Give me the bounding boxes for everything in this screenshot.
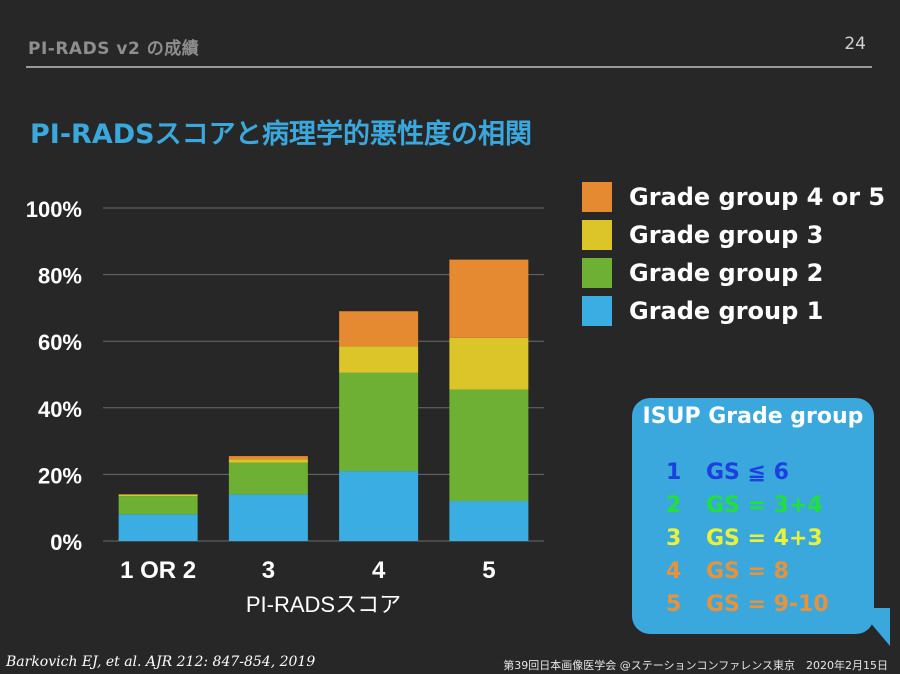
bar-segment bbox=[339, 372, 419, 472]
isup-callout-tail bbox=[858, 608, 890, 646]
footer: 第39回日本画像医学会 @ステーションコンファレンス東京 2020年2月15日 bbox=[503, 659, 888, 672]
bar-segment bbox=[339, 471, 419, 541]
y-tick-label: 20% bbox=[38, 463, 82, 488]
isup-grade-number: 3 bbox=[666, 526, 682, 551]
y-tick-label: 60% bbox=[38, 330, 82, 355]
bars bbox=[118, 259, 529, 541]
legend-item: Grade group 3 bbox=[582, 216, 885, 254]
isup-row: 2 GS = 3+4 bbox=[666, 493, 823, 518]
x-category-label: 1 OR 2 bbox=[120, 557, 196, 584]
bar-segment bbox=[228, 494, 308, 541]
bar-segment bbox=[228, 456, 308, 460]
isup-grade-number: 2 bbox=[666, 493, 682, 518]
legend-swatch bbox=[582, 182, 612, 212]
x-axis-title: PI-RADSスコア bbox=[246, 592, 401, 617]
legend-label: Grade group 2 bbox=[629, 259, 824, 287]
bar-segment bbox=[449, 389, 529, 502]
y-tick-label: 0% bbox=[50, 530, 82, 555]
y-tick-label: 40% bbox=[38, 397, 82, 422]
header-title: PI-RADS v2 の成績 bbox=[28, 39, 200, 59]
isup-callout: ISUP Grade group 1 GS ≦ 6 2 GS = 3+4 3 GS = 4… bbox=[632, 398, 874, 634]
x-category-label: 3 bbox=[262, 557, 275, 584]
x-category-label: 4 bbox=[372, 557, 386, 584]
isup-title: ISUP Grade group bbox=[642, 404, 864, 429]
isup-gleason-score: GS = 4+3 bbox=[706, 526, 823, 551]
isup-gleason-score: GS ≦ 6 bbox=[706, 460, 789, 485]
bar-segment bbox=[118, 514, 198, 541]
legend-label: Grade group 3 bbox=[629, 221, 824, 249]
citation: Barkovich EJ, et al. AJR 212: 847-854, 2… bbox=[6, 654, 316, 670]
isup-row: 3 GS = 4+3 bbox=[666, 526, 823, 551]
isup-gleason-score: GS = 3+4 bbox=[706, 493, 823, 518]
y-tick-label: 80% bbox=[38, 264, 82, 289]
isup-gleason-score: GS = 8 bbox=[706, 559, 789, 584]
bar-segment bbox=[449, 337, 529, 390]
isup-grade-number: 4 bbox=[666, 559, 682, 584]
legend-swatch bbox=[582, 258, 612, 288]
legend-label: Grade group 4 or 5 bbox=[629, 183, 886, 211]
x-category-label: 5 bbox=[482, 557, 495, 584]
isup-grade-number: 1 bbox=[666, 460, 682, 485]
page-number: 24 bbox=[844, 34, 866, 54]
y-tick-label: 100% bbox=[26, 197, 82, 222]
isup-row: 4 GS = 8 bbox=[666, 559, 789, 584]
isup-row: 1 GS ≦ 6 bbox=[666, 460, 789, 485]
axis-labels: 0% 20% 40% 60% 80% 100% 1 OR 2 3 4 5 PI-RADSスコア bbox=[26, 197, 496, 617]
header-divider bbox=[26, 66, 872, 68]
bar-segment bbox=[449, 259, 529, 338]
bar-segment bbox=[228, 459, 308, 463]
legend: Grade group 4 or 5 Grade group 3 Grade gro… bbox=[582, 178, 885, 330]
bar-segment bbox=[118, 496, 198, 515]
legend-item: Grade group 4 or 5 bbox=[582, 178, 885, 216]
bar-segment bbox=[339, 346, 419, 373]
isup-grade-number: 5 bbox=[666, 592, 682, 617]
bar-segment bbox=[449, 501, 529, 541]
isup-gleason-score: GS = 9-10 bbox=[706, 592, 829, 617]
bar-segment bbox=[339, 311, 419, 347]
legend-swatch bbox=[582, 296, 612, 326]
slide-title: PI-RADSスコアと病理学的悪性度の相関 bbox=[30, 119, 533, 150]
bar-segment bbox=[118, 494, 198, 497]
bar-segment bbox=[228, 462, 308, 495]
isup-row: 5 GS = 9-10 bbox=[666, 592, 829, 617]
legend-swatch bbox=[582, 220, 612, 250]
legend-item: Grade group 2 bbox=[582, 254, 885, 292]
legend-item: Grade group 1 bbox=[582, 292, 885, 330]
legend-label: Grade group 1 bbox=[629, 297, 824, 325]
